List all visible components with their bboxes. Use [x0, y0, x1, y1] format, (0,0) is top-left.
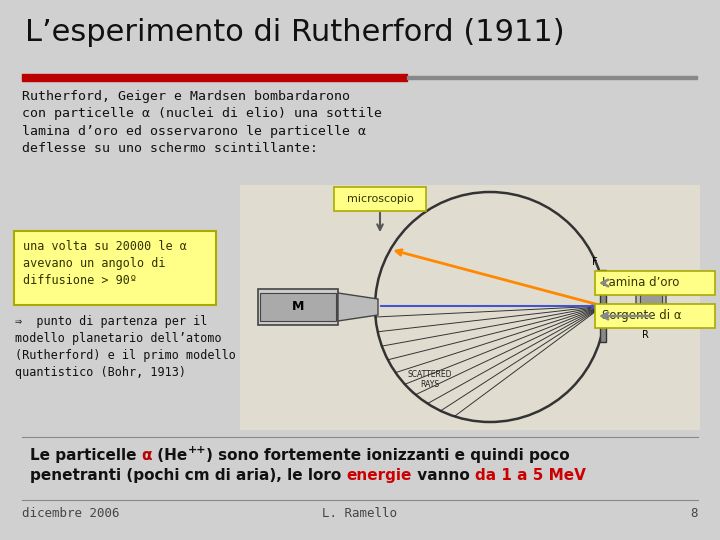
Text: Lamina d’oro: Lamina d’oro: [602, 276, 680, 289]
Bar: [640, 289, 662, 313]
Bar: [407, 76, 697, 79]
Text: dicembre 2006: dicembre 2006: [22, 507, 120, 520]
Bar: [22, 74, 407, 81]
Text: ⇒  punto di partenza per il
modello planetario dell’atomo
(Rutherford) e il prim: ⇒ punto di partenza per il modello plane…: [15, 315, 236, 379]
Text: vanno: vanno: [412, 468, 475, 483]
FancyBboxPatch shape: [334, 187, 426, 211]
Text: M: M: [292, 300, 304, 314]
Text: microscopio: microscopio: [346, 194, 413, 204]
FancyBboxPatch shape: [14, 231, 216, 305]
Text: energie: energie: [346, 468, 412, 483]
Bar: [240, 185, 700, 430]
Text: penetranti (pochi cm di aria), le loro: penetranti (pochi cm di aria), le loro: [30, 468, 346, 483]
Text: 8: 8: [690, 507, 698, 520]
Text: Rutherford, Geiger e Mardsen bombardarono
con particelle α (nuclei di elio) una : Rutherford, Geiger e Mardsen bombardaron…: [22, 90, 382, 156]
Polygon shape: [636, 279, 666, 323]
Text: Sorgente di α: Sorgente di α: [602, 309, 682, 322]
FancyBboxPatch shape: [595, 271, 715, 295]
Text: ) sono fortemente ionizzanti e quindi poco: ) sono fortemente ionizzanti e quindi po…: [206, 448, 570, 463]
Text: (He: (He: [152, 448, 187, 463]
Text: da 1 a 5 MeV: da 1 a 5 MeV: [475, 468, 586, 483]
Text: α: α: [142, 448, 152, 463]
FancyBboxPatch shape: [595, 304, 715, 328]
Bar: [600, 270, 606, 342]
Text: una volta su 20000 le α
avevano un angolo di
diffusione > 90º: una volta su 20000 le α avevano un angol…: [23, 240, 187, 287]
Text: L’esperimento di Rutherford (1911): L’esperimento di Rutherford (1911): [25, 18, 564, 47]
Text: ++: ++: [187, 445, 206, 455]
Polygon shape: [338, 293, 378, 321]
Bar: [258, 289, 338, 325]
Text: Le particelle: Le particelle: [30, 448, 142, 463]
Text: L. Ramello: L. Ramello: [323, 507, 397, 520]
Text: R: R: [642, 330, 649, 340]
Text: F: F: [593, 257, 598, 267]
Bar: [260, 293, 336, 321]
Text: SCATTERED
RAYS: SCATTERED RAYS: [408, 370, 452, 389]
